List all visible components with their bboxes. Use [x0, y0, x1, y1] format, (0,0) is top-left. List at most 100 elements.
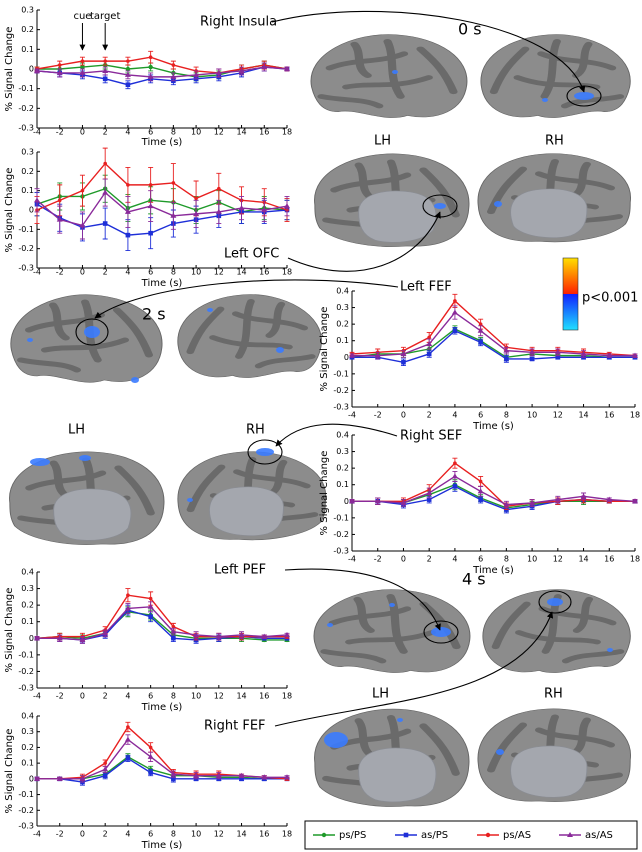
marker — [103, 761, 107, 765]
hemisphere-label: LH — [374, 134, 391, 149]
marker — [529, 499, 536, 505]
marker — [147, 753, 154, 759]
roi-circle — [422, 194, 458, 218]
x-tick-label: 4 — [452, 555, 457, 564]
sulcus — [25, 312, 105, 333]
marker — [102, 67, 109, 73]
line-chart: -0.3 -0.2 -0.1 0 0.1 0.2 0.3 -4 -2 0 2 4 6 8 10 12 14 16 1… — [4, 6, 292, 149]
y-tick-label: 0.2 — [336, 320, 349, 329]
x-tick-label: 6 — [148, 268, 153, 277]
x-tick-label: 18 — [282, 830, 292, 839]
x-axis-title: Time (s) — [141, 702, 183, 713]
sulcus — [416, 46, 458, 95]
x-tick-label: 14 — [578, 411, 588, 420]
series-line — [352, 462, 635, 507]
y-tick-label: 0.3 — [21, 584, 34, 593]
x-tick-label: 4 — [125, 128, 130, 137]
marker — [426, 497, 432, 502]
marker — [193, 210, 200, 216]
colorbar — [562, 257, 579, 331]
x-tick-label: 8 — [171, 128, 176, 137]
sulcus — [560, 94, 625, 109]
x-tick-label: 2 — [103, 268, 108, 277]
y-tick-label: 0.4 — [21, 712, 34, 721]
marker — [102, 221, 108, 226]
sulcus — [419, 167, 460, 218]
threshold-label: p<0.001 — [582, 291, 638, 306]
marker — [125, 232, 131, 238]
sulcus — [540, 39, 561, 99]
medial-wall — [209, 486, 284, 536]
roi-circle — [538, 590, 572, 614]
activation — [207, 308, 213, 312]
brain — [310, 34, 468, 118]
marker — [193, 71, 200, 77]
x-tick-label: 6 — [478, 555, 483, 564]
arrow — [94, 279, 399, 319]
marker — [478, 497, 483, 502]
marker — [79, 69, 86, 75]
marker — [124, 208, 131, 214]
x-tick-label: 0 — [80, 830, 85, 839]
x-tick-label: 0 — [401, 555, 406, 564]
x-tick-label: -2 — [374, 555, 382, 564]
sulcus — [235, 299, 255, 359]
marker — [238, 205, 245, 211]
sulcus — [513, 75, 601, 90]
marker — [349, 498, 355, 504]
marker — [56, 775, 63, 781]
activation — [276, 347, 284, 353]
x-tick-label: -2 — [56, 268, 64, 277]
x-tick-label: -4 — [33, 830, 41, 839]
series-line — [352, 311, 635, 357]
roi-circle — [423, 620, 459, 644]
x-tick-label: 10 — [527, 411, 537, 420]
series-line — [352, 475, 636, 506]
legend-marker — [403, 832, 409, 838]
legend-box — [304, 820, 638, 850]
x-tick-label: -2 — [56, 830, 64, 839]
brain — [480, 34, 631, 118]
series-line — [36, 191, 288, 227]
marker — [124, 71, 131, 77]
x-tick-label: 16 — [259, 830, 269, 839]
marker — [284, 203, 290, 209]
x-tick-label: 16 — [259, 128, 269, 137]
marker — [215, 208, 222, 214]
x-tick-label: 0 — [401, 411, 406, 420]
region-label: Left FEF — [400, 280, 452, 295]
series-line — [36, 66, 288, 86]
sulcus — [487, 722, 527, 773]
y-tick-label: -0.3 — [18, 264, 34, 273]
marker — [478, 322, 483, 326]
marker — [148, 745, 153, 750]
y-tick-label: 0.2 — [21, 25, 34, 34]
marker — [504, 356, 509, 362]
marker — [555, 354, 561, 360]
x-tick-label: 14 — [578, 555, 588, 564]
x-tick-label: 10 — [191, 128, 201, 137]
activation — [131, 377, 139, 383]
marker — [148, 614, 153, 620]
x-tick-label: 16 — [259, 268, 269, 277]
sulcus — [489, 46, 530, 95]
marker — [147, 603, 154, 609]
x-tick-label: -4 — [348, 555, 356, 564]
y-tick-label: 0.4 — [336, 431, 349, 440]
y-tick-label: -0.3 — [18, 822, 34, 831]
sulcus — [325, 51, 409, 71]
marker — [56, 216, 63, 222]
marker — [170, 628, 177, 634]
marker — [426, 341, 433, 347]
x-tick-label: 14 — [236, 692, 246, 701]
marker — [426, 490, 433, 495]
marker — [580, 350, 587, 356]
brain — [482, 589, 631, 673]
x-tick-label: 8 — [504, 555, 509, 564]
region-label: Right FEF — [204, 719, 266, 734]
sulcus — [233, 469, 311, 489]
sulcus — [232, 311, 308, 331]
x-tick-label: 12 — [553, 411, 563, 420]
marker — [102, 76, 108, 82]
